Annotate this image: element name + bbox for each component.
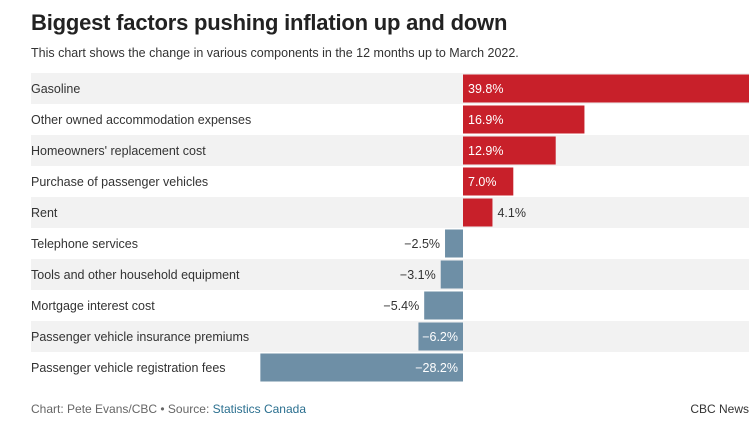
bar [418, 322, 463, 351]
chart-credit: Chart: Pete Evans/CBC • Source: Statisti… [31, 402, 306, 416]
category-label: Rent [31, 206, 58, 220]
bar [260, 353, 463, 382]
data-label: −6.2% [422, 330, 458, 344]
data-label: −5.4% [383, 299, 419, 313]
bar [445, 229, 463, 258]
chart-subtitle: This chart shows the change in various c… [31, 46, 519, 60]
bar [424, 291, 463, 320]
category-label: Passenger vehicle registration fees [31, 361, 226, 375]
data-label: −3.1% [400, 268, 436, 282]
category-label: Other owned accommodation expenses [31, 113, 251, 127]
category-label: Telephone services [31, 237, 138, 251]
category-label: Gasoline [31, 82, 80, 96]
chart-title: Biggest factors pushing inflation up and… [31, 10, 508, 35]
credit-text: Chart: Pete Evans/CBC • Source: [31, 402, 213, 416]
category-label: Mortgage interest cost [31, 299, 155, 313]
brand-label: CBC News [690, 402, 749, 416]
category-label: Homeowners' replacement cost [31, 144, 206, 158]
data-label: 12.9% [468, 144, 503, 158]
bar [463, 136, 556, 165]
data-label: −28.2% [415, 361, 458, 375]
bar [463, 167, 514, 196]
bar [463, 74, 749, 103]
row-band [31, 197, 749, 228]
data-label: 4.1% [497, 206, 525, 220]
bar [463, 198, 493, 227]
category-label: Tools and other household equipment [31, 268, 240, 282]
data-label: 7.0% [468, 175, 497, 189]
bar [440, 260, 463, 289]
data-label: −2.5% [404, 237, 440, 251]
row-band [31, 321, 749, 352]
data-label: 39.8% [468, 82, 503, 96]
row-band [31, 135, 749, 166]
bar-chart: Gasoline 39.8% Other owned accommodation e… [31, 73, 749, 382]
bar [463, 105, 585, 134]
category-label: Passenger vehicle insurance premiums [31, 330, 249, 344]
data-label: 16.9% [468, 113, 503, 127]
row-band [31, 259, 749, 290]
source-link[interactable]: Statistics Canada [212, 402, 307, 416]
category-label: Purchase of passenger vehicles [31, 175, 208, 189]
